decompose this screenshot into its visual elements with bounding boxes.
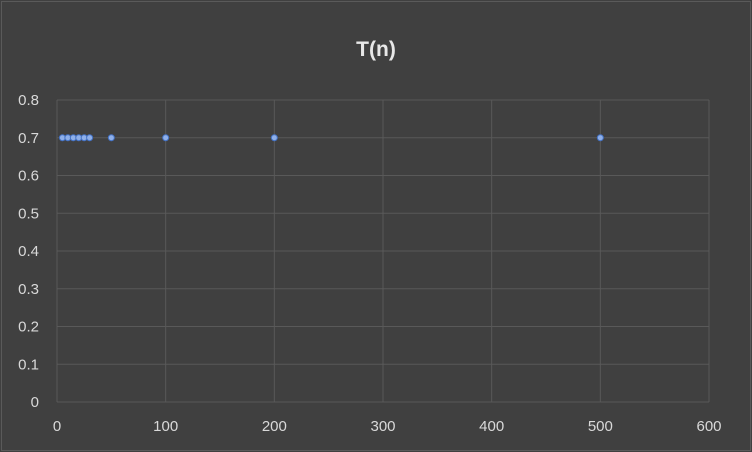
data-point (107, 134, 115, 142)
data-point (162, 134, 170, 142)
data-point (270, 134, 278, 142)
x-tick-label: 400 (479, 418, 504, 435)
x-axis: 0 100 200 300 400 500 600 (53, 418, 722, 435)
chart-title: T(n) (356, 38, 396, 61)
y-tick-label: 0.4 (18, 243, 39, 260)
x-tick-label: 600 (696, 418, 721, 435)
gridlines (56, 99, 710, 403)
x-tick-label: 500 (588, 418, 613, 435)
y-tick-label: 0.5 (18, 205, 39, 222)
x-tick-label: 300 (370, 418, 395, 435)
y-tick-label: 0.2 (18, 319, 39, 336)
y-tick-label: 0 (31, 394, 39, 411)
y-axis: 0 0.1 0.2 0.3 0.4 0.5 0.6 0.7 0.8 (18, 92, 39, 411)
data-point (596, 134, 604, 142)
y-tick-label: 0.8 (18, 92, 39, 109)
data-point (86, 134, 94, 142)
x-tick-label: 100 (153, 418, 178, 435)
series-group (58, 134, 604, 142)
y-tick-label: 0.3 (18, 281, 39, 298)
y-tick-label: 0.6 (18, 168, 39, 185)
y-tick-label: 0.7 (18, 130, 39, 147)
y-tick-label: 0.1 (18, 356, 39, 373)
x-tick-label: 0 (53, 418, 61, 435)
x-tick-label: 200 (262, 418, 287, 435)
